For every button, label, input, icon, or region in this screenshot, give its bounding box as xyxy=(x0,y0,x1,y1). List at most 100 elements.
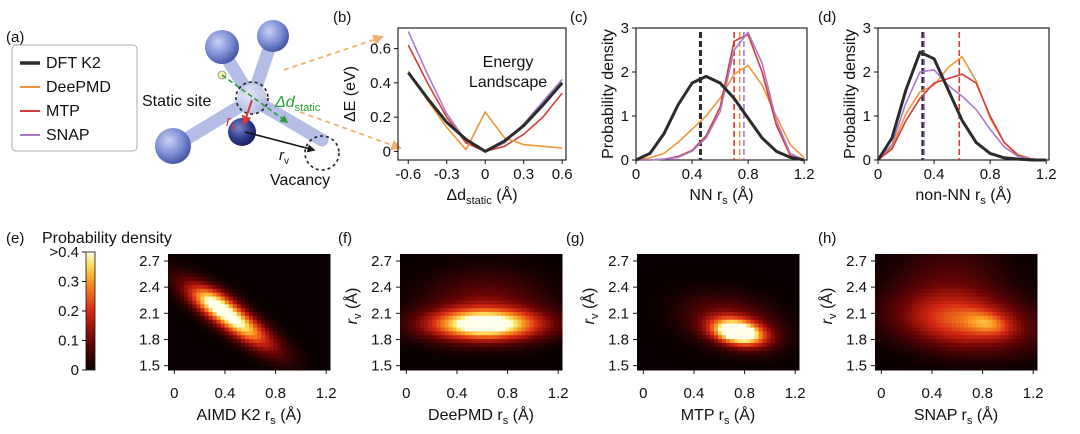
heatmap-cell xyxy=(529,312,535,317)
heatmap-cell xyxy=(408,273,413,278)
heatmap-cell xyxy=(460,273,466,278)
heatmap-cell xyxy=(452,354,458,359)
heatmap-cell xyxy=(915,300,921,305)
heatmap-cell xyxy=(293,308,299,313)
heatmap-cell xyxy=(489,335,494,340)
heatmap-cell xyxy=(257,350,262,356)
heatmap-cell xyxy=(253,354,258,359)
heatmap-cell xyxy=(1016,284,1022,290)
heatmap-cell xyxy=(891,319,896,325)
heatmap-cell xyxy=(476,281,482,286)
heatmap-cell xyxy=(545,304,551,309)
heatmap-cell xyxy=(709,288,715,294)
heatmap-cell xyxy=(891,288,896,294)
heatmap-cell xyxy=(1004,315,1010,321)
heatmap-cell xyxy=(1024,346,1030,352)
heatmap-cell xyxy=(923,366,929,371)
heatmap-cell xyxy=(448,254,454,259)
heatmap-cell xyxy=(545,269,551,274)
atom xyxy=(257,20,289,52)
heatmap-cell xyxy=(923,254,929,259)
heatmap-cell xyxy=(228,366,234,371)
heatmap-cell xyxy=(557,346,563,352)
heatmap-cell xyxy=(972,304,977,309)
heatmap-cell xyxy=(693,254,699,259)
heatmap-cell xyxy=(774,304,780,309)
heatmap-cell xyxy=(404,277,409,282)
heatmap-cell xyxy=(277,269,282,274)
heatmap-cell xyxy=(705,342,711,348)
heatmap-cell xyxy=(754,304,759,309)
heatmap-cell xyxy=(923,354,929,359)
heatmap-cell xyxy=(557,308,563,313)
heatmap-cell xyxy=(509,354,514,359)
heatmap-cell xyxy=(432,265,437,270)
heatmap-cell xyxy=(464,339,470,344)
heatmap-cell xyxy=(509,366,514,371)
heatmap-cell xyxy=(742,304,747,309)
heatmap-cell xyxy=(281,358,286,363)
heatmap-cell xyxy=(673,312,678,317)
heatmap-cell xyxy=(485,350,490,356)
heatmap-cell xyxy=(649,362,654,367)
static-site-label: Static site xyxy=(142,93,211,110)
heatmap-cell xyxy=(734,350,739,356)
heatmap-cell xyxy=(188,292,193,298)
heatmap-cell xyxy=(249,281,254,286)
heatmap-cell xyxy=(726,288,731,294)
heatmap-cell xyxy=(549,288,555,294)
heatmap-cell xyxy=(968,315,973,321)
heatmap-cell xyxy=(309,273,315,278)
heatmap-cell xyxy=(293,323,299,328)
heatmap-cell xyxy=(746,284,751,290)
heatmap-cell xyxy=(553,304,559,309)
heatmap-cell xyxy=(653,257,658,263)
heatmap-cell xyxy=(472,366,478,371)
heatmap-cell xyxy=(665,284,670,290)
heatmap-cell xyxy=(923,261,929,267)
heatmap-cell xyxy=(734,354,739,359)
heatmap-cell xyxy=(778,331,784,336)
heatmap-cell xyxy=(782,346,788,352)
heatmap-cell xyxy=(705,254,711,259)
heatmap-cell xyxy=(305,335,311,340)
heatmap-cell xyxy=(180,257,185,263)
heatmap-cell xyxy=(485,296,490,301)
heatmap-cell xyxy=(1024,339,1030,344)
heatmap-cell xyxy=(265,362,270,367)
heatmap-cell xyxy=(1012,335,1018,340)
heatmap-cell xyxy=(718,254,723,259)
heatmap-cell xyxy=(309,288,315,294)
heatmap-cell xyxy=(762,277,768,282)
heatmap-cell xyxy=(228,358,234,363)
heatmap-cell xyxy=(1008,288,1014,294)
heatmap-cell xyxy=(549,254,555,259)
heatmap-cell xyxy=(192,346,197,352)
heatmap-cell xyxy=(976,312,981,317)
heatmap-cell xyxy=(911,350,916,356)
heatmap-cell xyxy=(448,281,454,286)
heatmap-cell xyxy=(212,323,218,328)
heatmap-cell xyxy=(915,288,921,294)
heatmap-cell xyxy=(420,335,425,340)
heatmap-cell xyxy=(313,354,319,359)
heatmap-cell xyxy=(216,366,222,371)
heatmap-cell xyxy=(766,277,772,282)
heatmap-cell xyxy=(1016,257,1022,263)
heatmap-cell xyxy=(653,331,658,336)
heatmap-cell xyxy=(176,288,181,294)
heatmap-cell xyxy=(525,292,531,298)
heatmap-cell xyxy=(927,346,933,352)
heatmap-cell xyxy=(505,292,510,298)
heatmap-cell xyxy=(722,339,727,344)
heatmap-cell xyxy=(277,354,282,359)
heatmap-cell xyxy=(738,354,743,359)
heatmap-cell xyxy=(557,354,563,359)
heatmap-cell xyxy=(960,261,965,267)
heatmap-cell xyxy=(677,257,683,263)
heatmap-cell xyxy=(476,261,482,267)
heatmap-cell xyxy=(257,300,262,305)
heatmap-cell xyxy=(915,331,921,336)
heatmap-cell xyxy=(766,292,772,298)
panel-label-g: (g) xyxy=(566,230,584,247)
